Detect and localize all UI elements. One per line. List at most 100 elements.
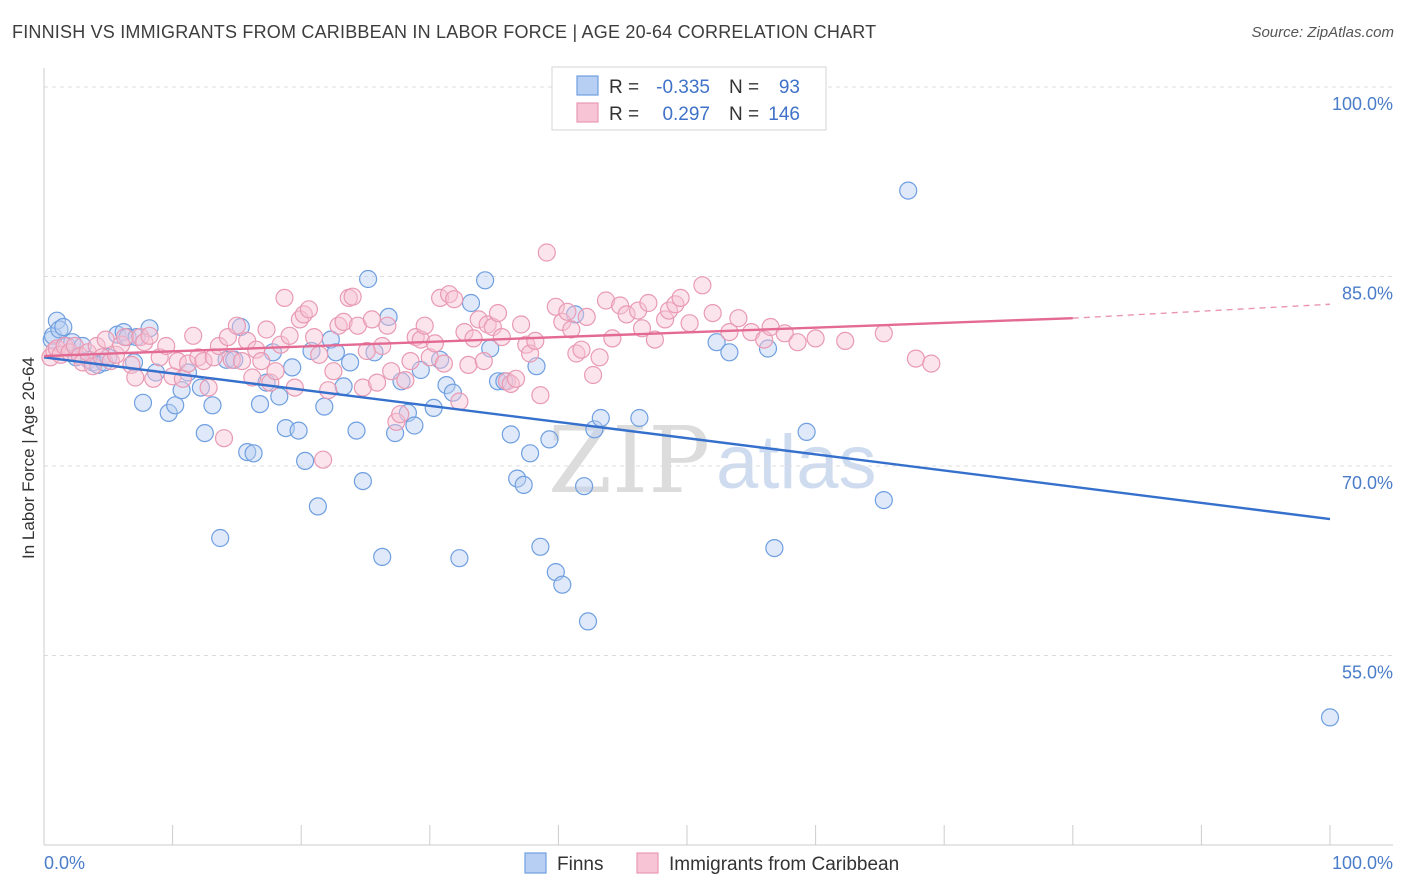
series-0-point-42 (296, 451, 315, 470)
series-0-point-23 (166, 396, 185, 415)
series-1-point-55 (305, 328, 324, 347)
y-tick-label-3: 55.0% (1342, 662, 1393, 682)
y-axis-title: In Labor Force | Age 20-64 (19, 357, 38, 559)
series-0-point-51 (353, 472, 372, 491)
series-0-point-65 (450, 549, 469, 568)
stats-r-value-caribbean: 0.297 (662, 104, 710, 125)
series-1-point-65 (353, 378, 372, 397)
series-1-point-36 (214, 429, 234, 448)
series-1-point-124 (671, 288, 690, 307)
series-1-point-115 (610, 296, 630, 315)
watermark: ZIP atlas (548, 407, 877, 514)
series-1-point-75 (401, 352, 420, 371)
series-1-point-98 (511, 315, 531, 334)
series-1-point-57 (314, 450, 333, 469)
series-1-point-53 (294, 305, 313, 324)
series-1-point-104 (546, 297, 565, 316)
series-0-trend-line (43, 356, 1331, 521)
series-0-point-45 (315, 397, 334, 416)
series-1-point-135 (806, 329, 825, 348)
series-1-point-118 (632, 319, 652, 338)
series-1-point-97 (506, 369, 526, 388)
series-1-point-13 (96, 330, 115, 349)
series-1-point-69 (373, 336, 392, 356)
series-1-point-58 (319, 381, 338, 400)
series-0-point-19 (133, 393, 153, 412)
series-1-point-40 (232, 352, 252, 371)
series-1-point-39 (227, 316, 246, 335)
series-1-point-110 (577, 307, 596, 326)
series-1-point-77 (411, 330, 430, 349)
series-1-point-70 (378, 316, 397, 335)
series-0-point-66 (461, 293, 481, 313)
series-1-point-113 (596, 291, 616, 310)
series-0-point-74 (520, 444, 540, 463)
series-1-point-119 (639, 293, 658, 313)
series-0-point-86 (707, 333, 726, 352)
series-1-point-54 (299, 300, 318, 319)
series-1-point-49 (275, 288, 294, 307)
series-1-point-96 (501, 374, 520, 393)
series-0-point-87 (720, 343, 739, 362)
series-0-point-91 (874, 491, 893, 510)
series-0-point-79 (553, 575, 572, 594)
axes (43, 68, 1393, 846)
series-1-point-85 (450, 392, 469, 411)
series-1-point-125 (680, 314, 699, 333)
series-0-point-49 (341, 353, 360, 372)
series-0-point-22 (159, 403, 178, 422)
series-1-point-17 (115, 328, 135, 347)
series-1-point-81 (431, 288, 450, 307)
series-0-point-34 (244, 444, 263, 463)
series-1-point-93 (488, 304, 508, 323)
series-1-point-114 (603, 329, 622, 348)
series-0-point-85 (630, 408, 649, 428)
series-0-point-92 (899, 181, 918, 200)
series-1-point-112 (590, 348, 609, 367)
x-tick-label-max: 100.0% (1332, 853, 1393, 873)
series-0-point-90 (797, 422, 816, 441)
series-1-point-47 (266, 362, 285, 381)
series-1-point-78 (415, 316, 434, 335)
legend-label-finns: Finns (557, 854, 603, 875)
series-legend: Finns Immigrants from Caribbean (524, 852, 899, 875)
series-0-point-52 (359, 269, 378, 289)
series-0-point-44 (308, 497, 327, 516)
series-1-point-94 (492, 328, 511, 347)
series-1-point-29 (178, 354, 198, 373)
series-0-point-73 (514, 475, 533, 494)
series-0-point-41 (289, 421, 308, 440)
stats-r-value-finns: -0.335 (656, 77, 710, 98)
stats-legend: R = -0.335 N = 93 R = 0.297 N = 146 (551, 66, 827, 131)
series-1-point-61 (334, 312, 353, 331)
series-1-point-67 (362, 310, 381, 329)
legend-swatch-finns (524, 852, 547, 874)
series-0-point-40 (283, 358, 302, 377)
series-1-point-120 (645, 330, 665, 349)
series-1-point-80 (425, 334, 444, 353)
series-1-point-59 (324, 362, 343, 381)
series-1-point-33 (199, 378, 218, 397)
series-1-point-89 (469, 310, 488, 329)
series-1-point-127 (703, 304, 722, 323)
series-1-trend-extension (1072, 303, 1331, 319)
series-1-point-117 (628, 301, 648, 320)
stats-swatch-finns (576, 75, 599, 96)
series-1-trend-line (43, 316, 1073, 358)
stats-r-label-finns: R = (609, 77, 639, 98)
series-1-point-91 (478, 315, 497, 334)
x-tick-label-min: 0.0% (44, 853, 85, 873)
series-1-point-68 (368, 373, 387, 392)
series-1-point-63 (343, 287, 362, 306)
series-1-point-116 (617, 305, 636, 324)
stats-n-label-caribbean: N = (729, 104, 759, 125)
series-1-point-56 (310, 345, 329, 364)
series-1-point-134 (788, 333, 807, 352)
stats-swatch-caribbean (576, 102, 599, 123)
series-1-point-45 (257, 320, 276, 339)
series-0-point-4 (54, 317, 73, 337)
series-1-point-19 (126, 368, 145, 387)
series-1-point-111 (583, 365, 603, 385)
series-1-point-139 (922, 354, 941, 373)
series-1-point-9 (78, 343, 97, 362)
